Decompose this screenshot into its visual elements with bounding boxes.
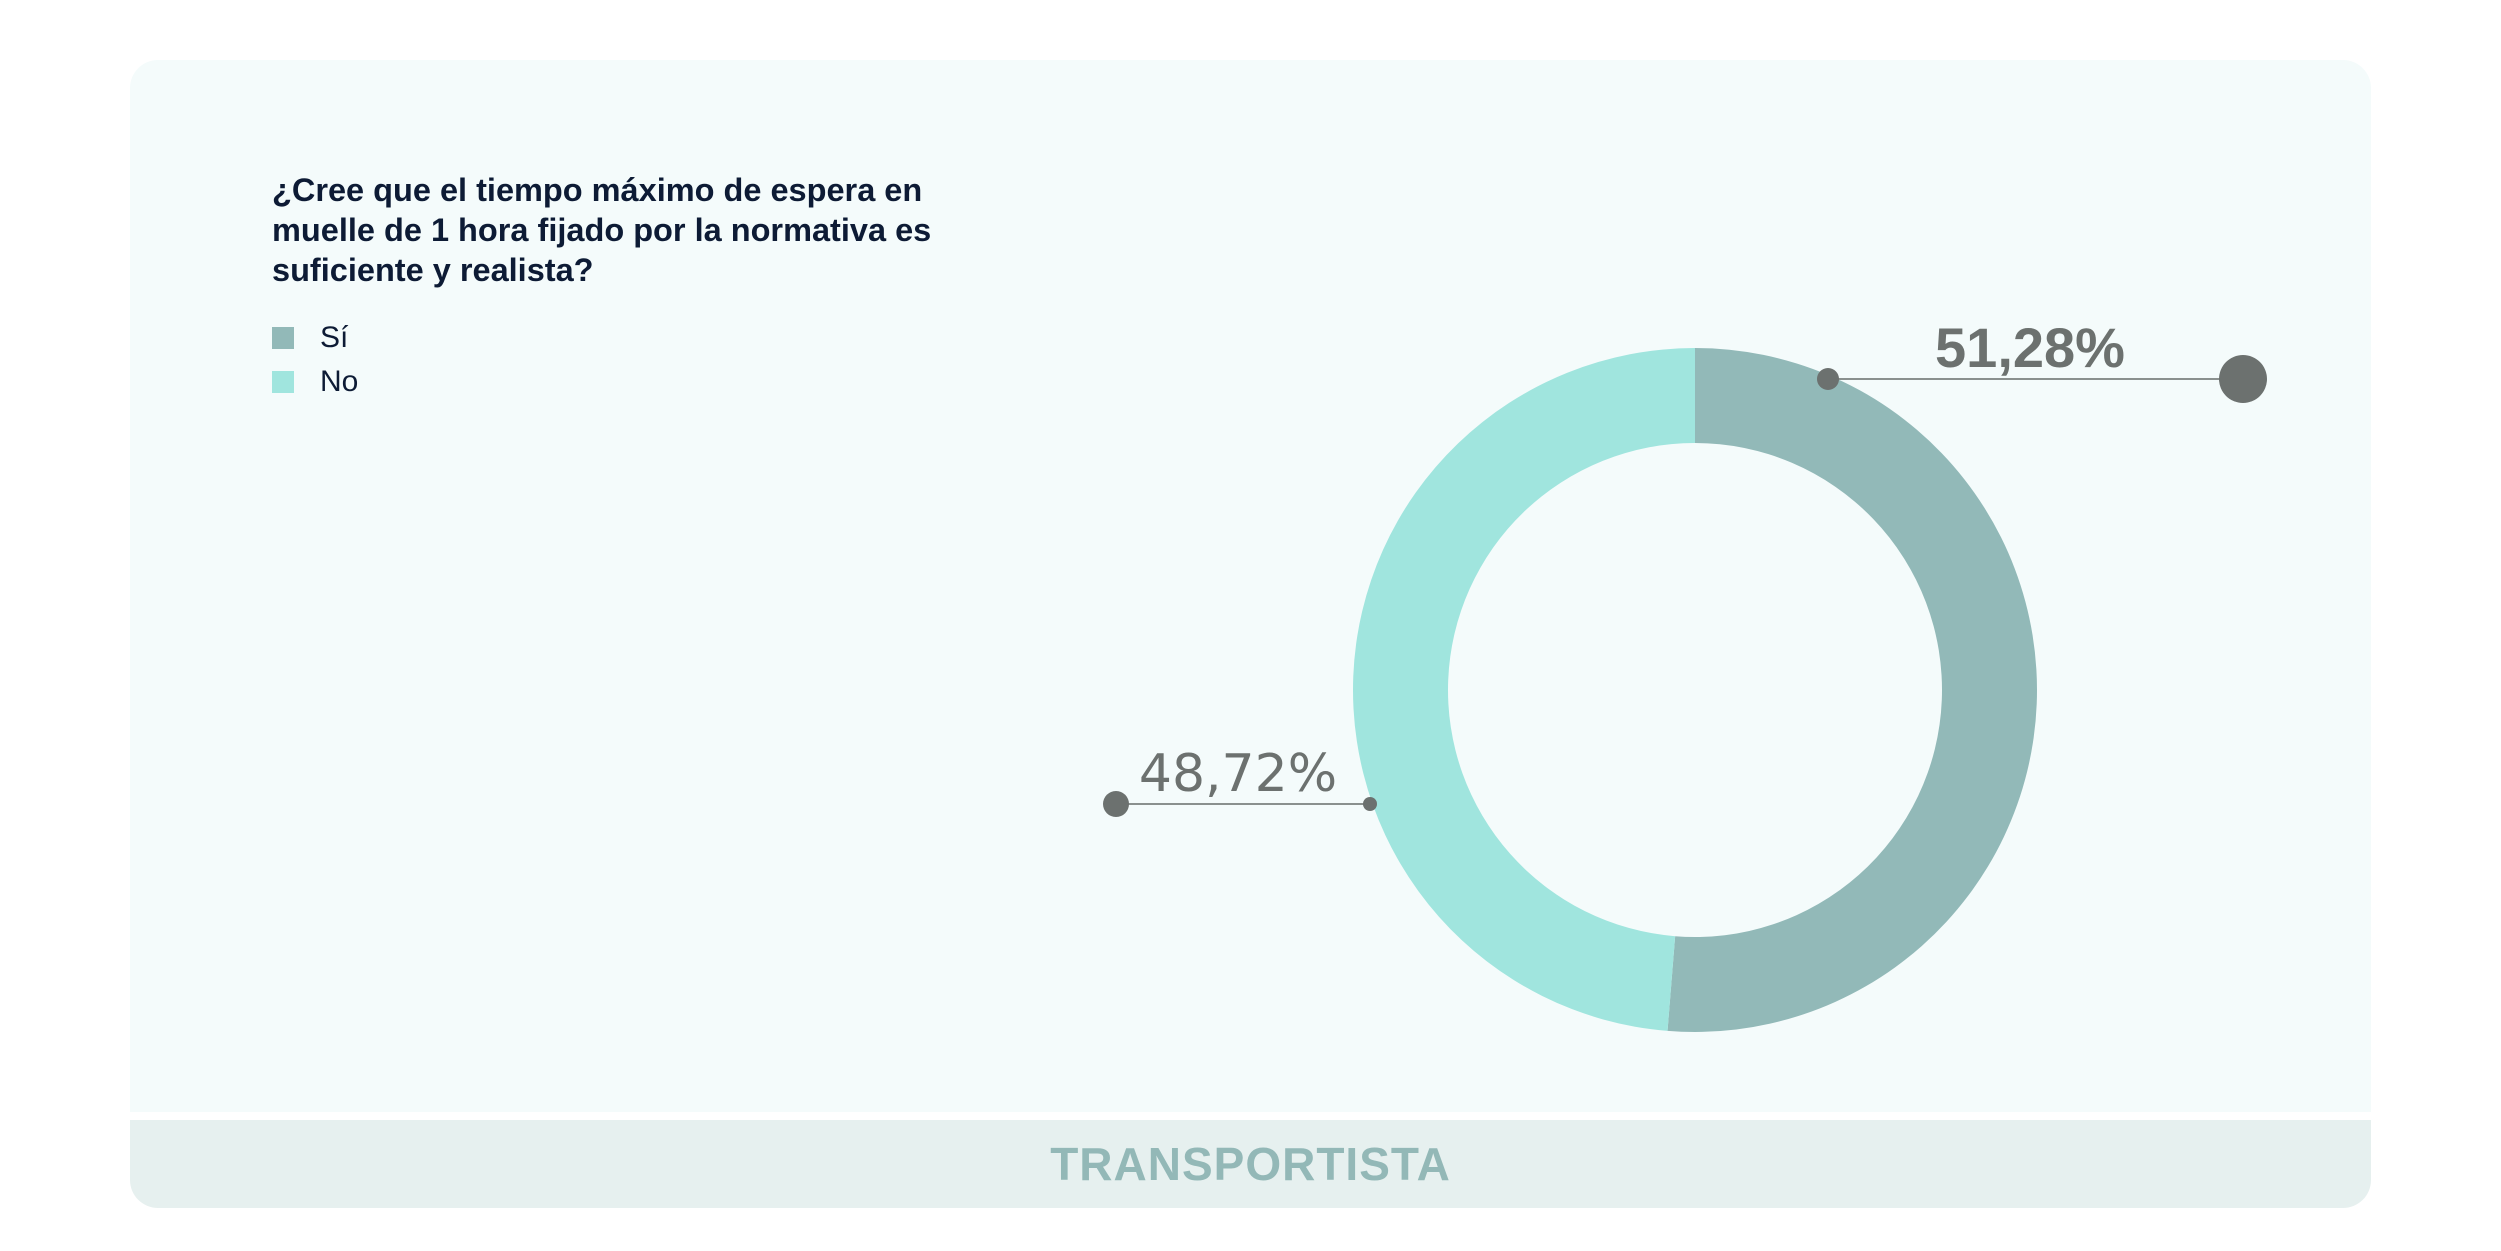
legend-label-si: Sí [320,321,349,354]
callout-dot-inner-si [1817,368,1839,390]
callout-dot-outer-no [1103,791,1129,817]
donut-slice-no [1353,348,1695,1031]
legend-item-si: Sí [272,316,358,360]
chart-title-line-2: muelle de 1 hora fijado por la normativa… [272,212,932,248]
legend-swatch-no [272,371,294,393]
callout-dot-inner-no [1363,797,1377,811]
donut-slice-si [1667,348,2038,1032]
footer-band: TRANSPORTISTA [130,1120,2371,1208]
callout-si: 51,28% [1817,316,2267,403]
value-label-no: 48,72% [1139,744,1337,804]
value-label-si: 51,28% [1935,316,2125,379]
legend-swatch-si [272,327,294,349]
callout-no: 48,72% [1103,744,1377,817]
legend-label-no: No [320,365,359,398]
chart-title-line-3: suficiente y realista? [272,252,594,288]
chart-title-line-1: ¿Cree que el tiempo máximo de espera en [272,172,923,208]
footer-label: TRANSPORTISTA [1050,1138,1451,1190]
chart-legend: Sí No [272,316,358,404]
legend-item-no: No [272,360,358,404]
chart-title: ¿Cree que el tiempo máximo de espera en … [272,170,1032,290]
callout-dot-outer-si [2219,355,2267,403]
